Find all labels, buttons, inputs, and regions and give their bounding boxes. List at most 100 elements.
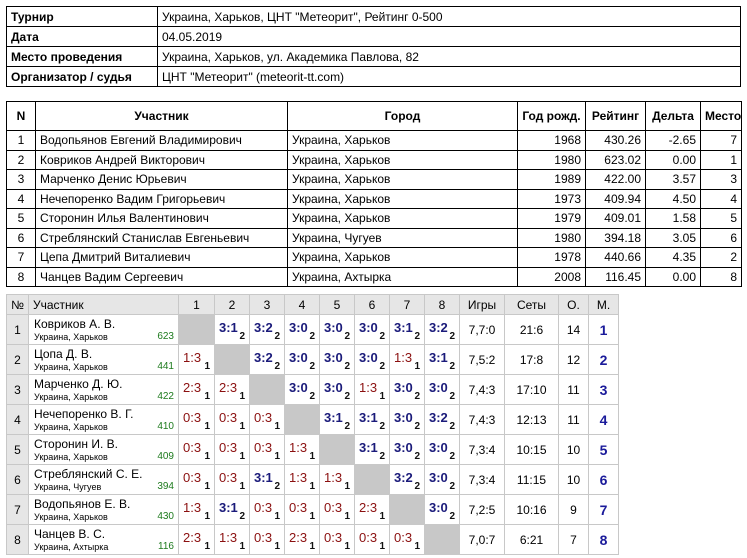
- sets: 10:16: [504, 494, 559, 525]
- result-cell: 2:3 1: [214, 374, 250, 405]
- score: 3:0: [429, 500, 448, 515]
- result-cell: 3:1 2: [424, 344, 460, 375]
- cell: Нечепоренко Вадим Григорьевич: [35, 188, 288, 209]
- player-city: Украина, Чугуев: [34, 482, 102, 492]
- header-cell: Участник: [28, 294, 179, 315]
- match-points: 2: [414, 481, 420, 492]
- score: 3:1: [254, 470, 273, 485]
- player-rating: 409: [157, 451, 174, 462]
- participant-row: 8 Чанцев Вадим Сергеевич Украина, Ахтырка 2…: [6, 266, 742, 287]
- cell: 3.57: [645, 169, 701, 190]
- score: 2:3: [289, 530, 308, 545]
- result: 2:3 1: [180, 376, 214, 404]
- self-cell: [214, 344, 250, 375]
- player-cell: Чанцев В. С. Украина, Ахтырка 116: [28, 524, 179, 555]
- result: 0:3 1: [391, 526, 424, 554]
- match-points: 1: [344, 511, 350, 522]
- match-points: 1: [309, 511, 315, 522]
- result-cell: 3:1 2: [214, 494, 250, 525]
- header-cell: Год рожд.: [517, 101, 586, 131]
- match-points: 1: [379, 391, 385, 402]
- result-cell: 3:0 2: [424, 374, 460, 405]
- cell: 8: [6, 266, 36, 287]
- result-cell: 3:2 2: [249, 314, 285, 345]
- player-city: Украина, Харьков: [34, 512, 108, 522]
- score: 3:1: [429, 350, 448, 365]
- self-cell: [284, 404, 320, 435]
- result-cell: 3:0 2: [424, 464, 460, 495]
- cell: 4: [700, 188, 742, 209]
- result-cell: 3:0 2: [354, 344, 390, 375]
- match-points: 1: [274, 541, 280, 552]
- result: 1:3 1: [180, 346, 214, 374]
- header-cell: 8: [424, 294, 460, 315]
- match-points: 2: [449, 481, 455, 492]
- points: 11: [558, 404, 589, 435]
- header-cell: Игры: [459, 294, 505, 315]
- cell: 5: [6, 208, 36, 229]
- result-cell: 0:3 1: [214, 464, 250, 495]
- score: 3:0: [359, 320, 378, 335]
- score: 0:3: [219, 410, 238, 425]
- participant-row: 7 Цепа Дмитрий Виталиевич Украина, Харьков…: [6, 247, 742, 268]
- cell: 1.58: [645, 208, 701, 229]
- result: 3:1 2: [356, 436, 389, 464]
- result: 0:3 1: [356, 526, 389, 554]
- score: 3:0: [429, 440, 448, 455]
- player-rating: 394: [157, 481, 174, 492]
- player-rating: 430: [157, 511, 174, 522]
- place: 1: [588, 314, 619, 345]
- score: 0:3: [219, 470, 238, 485]
- result-cell: 1:3 1: [354, 374, 390, 405]
- header-cell: 6: [354, 294, 390, 315]
- header-cell: №: [6, 294, 29, 315]
- player-city: Украина, Харьков: [34, 362, 108, 372]
- result: 1:3 1: [356, 376, 389, 404]
- header-cell: 4: [284, 294, 320, 315]
- match-points: 1: [344, 481, 350, 492]
- match-points: 1: [204, 391, 210, 402]
- result: 1:3 1: [321, 466, 354, 494]
- cell: 1: [700, 149, 742, 170]
- match-points: 2: [414, 331, 420, 342]
- score: 3:0: [324, 380, 343, 395]
- sets: 17:8: [504, 344, 559, 375]
- match-points: 1: [239, 481, 245, 492]
- points: 10: [558, 464, 589, 495]
- points: 12: [558, 344, 589, 375]
- self-cell: [389, 494, 425, 525]
- match-points: 2: [379, 451, 385, 462]
- result-cell: 1:3 1: [284, 434, 320, 465]
- cross-row: 3 Марченко Д. Ю. Украина, Харьков 422 2:3 1 2:…: [6, 374, 619, 405]
- result: 0:3 1: [180, 436, 214, 464]
- result-cell: 0:3 1: [319, 524, 355, 555]
- result-cell: 3:0 2: [284, 344, 320, 375]
- result: 0:3 1: [251, 526, 284, 554]
- result: 1:3 1: [286, 436, 319, 464]
- result: 3:0 2: [426, 496, 459, 524]
- match-points: 1: [204, 541, 210, 552]
- info-label: Турнир: [6, 6, 158, 27]
- header-cell: Рейтинг: [585, 101, 646, 131]
- score: 0:3: [219, 440, 238, 455]
- games: 7,4:3: [459, 374, 505, 405]
- match-points: 1: [379, 541, 385, 552]
- score: 3:0: [289, 320, 308, 335]
- player-rating: 441: [157, 361, 174, 372]
- player-city: Украина, Харьков: [34, 452, 108, 462]
- points: 10: [558, 434, 589, 465]
- player-name: Водопьянов Е. В.: [34, 497, 131, 511]
- match-points: 1: [204, 451, 210, 462]
- cell: Украина, Харьков: [287, 149, 518, 170]
- cell: Украина, Харьков: [287, 247, 518, 268]
- result-cell: 3:0 2: [424, 434, 460, 465]
- self-cell: [249, 374, 285, 405]
- player-cell: Водопьянов Е. В. Украина, Харьков 430: [28, 494, 179, 525]
- result: 3:0 2: [391, 406, 424, 434]
- match-points: 1: [239, 391, 245, 402]
- score: 0:3: [394, 530, 413, 545]
- cell: Украина, Харьков: [287, 130, 518, 151]
- match-points: 1: [239, 421, 245, 432]
- score: 2:3: [219, 380, 238, 395]
- result: 3:0 2: [426, 466, 459, 494]
